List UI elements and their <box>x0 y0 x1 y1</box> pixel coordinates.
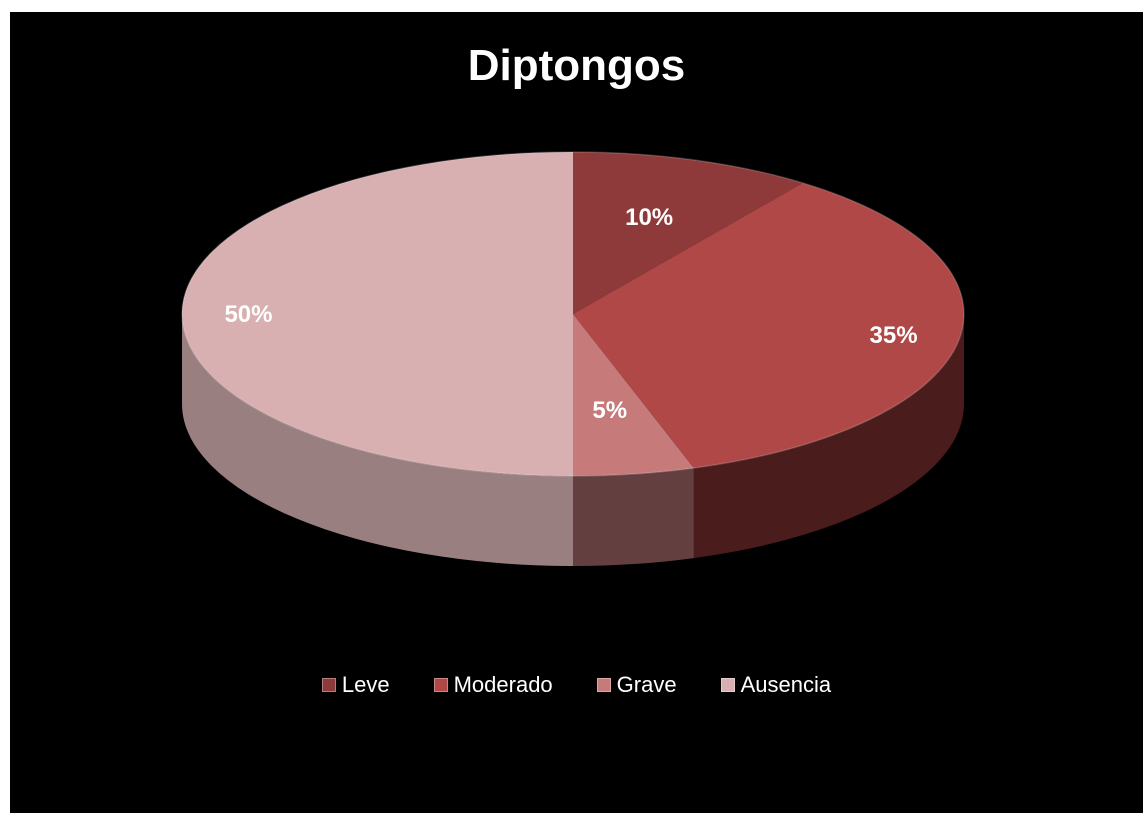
pie-side-moderado <box>693 314 964 559</box>
legend-label-moderado: Moderado <box>453 672 553 697</box>
legend-swatch-moderado <box>433 678 448 692</box>
legend: Leve Moderado Grave Ausencia <box>10 672 1143 698</box>
pie-side-grave <box>573 468 694 566</box>
legend-swatch-leve <box>321 678 336 692</box>
pie-rim <box>181 151 965 477</box>
legend-item-ausencia: Ausencia <box>720 672 832 698</box>
legend-label-ausencia: Ausencia <box>740 672 832 697</box>
pie-slice-leve <box>573 152 803 314</box>
data-label-leve: 10% <box>625 204 673 231</box>
legend-item-leve: Leve <box>321 672 390 698</box>
legend-item-grave: Grave <box>596 672 677 698</box>
pie-slice-moderado <box>573 182 964 469</box>
data-label-ausencia: 50% <box>224 301 272 328</box>
chart-title: Diptongos <box>467 41 686 90</box>
legend-label-leve: Leve <box>341 672 390 697</box>
legend-label-grave: Grave <box>616 672 677 697</box>
legend-swatch-grave <box>596 678 611 692</box>
chart-area: Diptongos 10% 35% 5% 50% Leve Moderado Grav… <box>10 12 1143 813</box>
data-label-grave: 5% <box>592 397 627 424</box>
legend-swatch-ausencia <box>720 678 735 692</box>
pie-slice-ausencia <box>182 152 573 476</box>
data-label-moderado: 35% <box>870 322 918 349</box>
pie-chart: 10% 35% 5% 50% <box>181 151 965 566</box>
pie-side-ausencia <box>182 314 573 566</box>
pie-slice-grave <box>573 314 694 477</box>
legend-item-moderado: Moderado <box>433 672 553 698</box>
